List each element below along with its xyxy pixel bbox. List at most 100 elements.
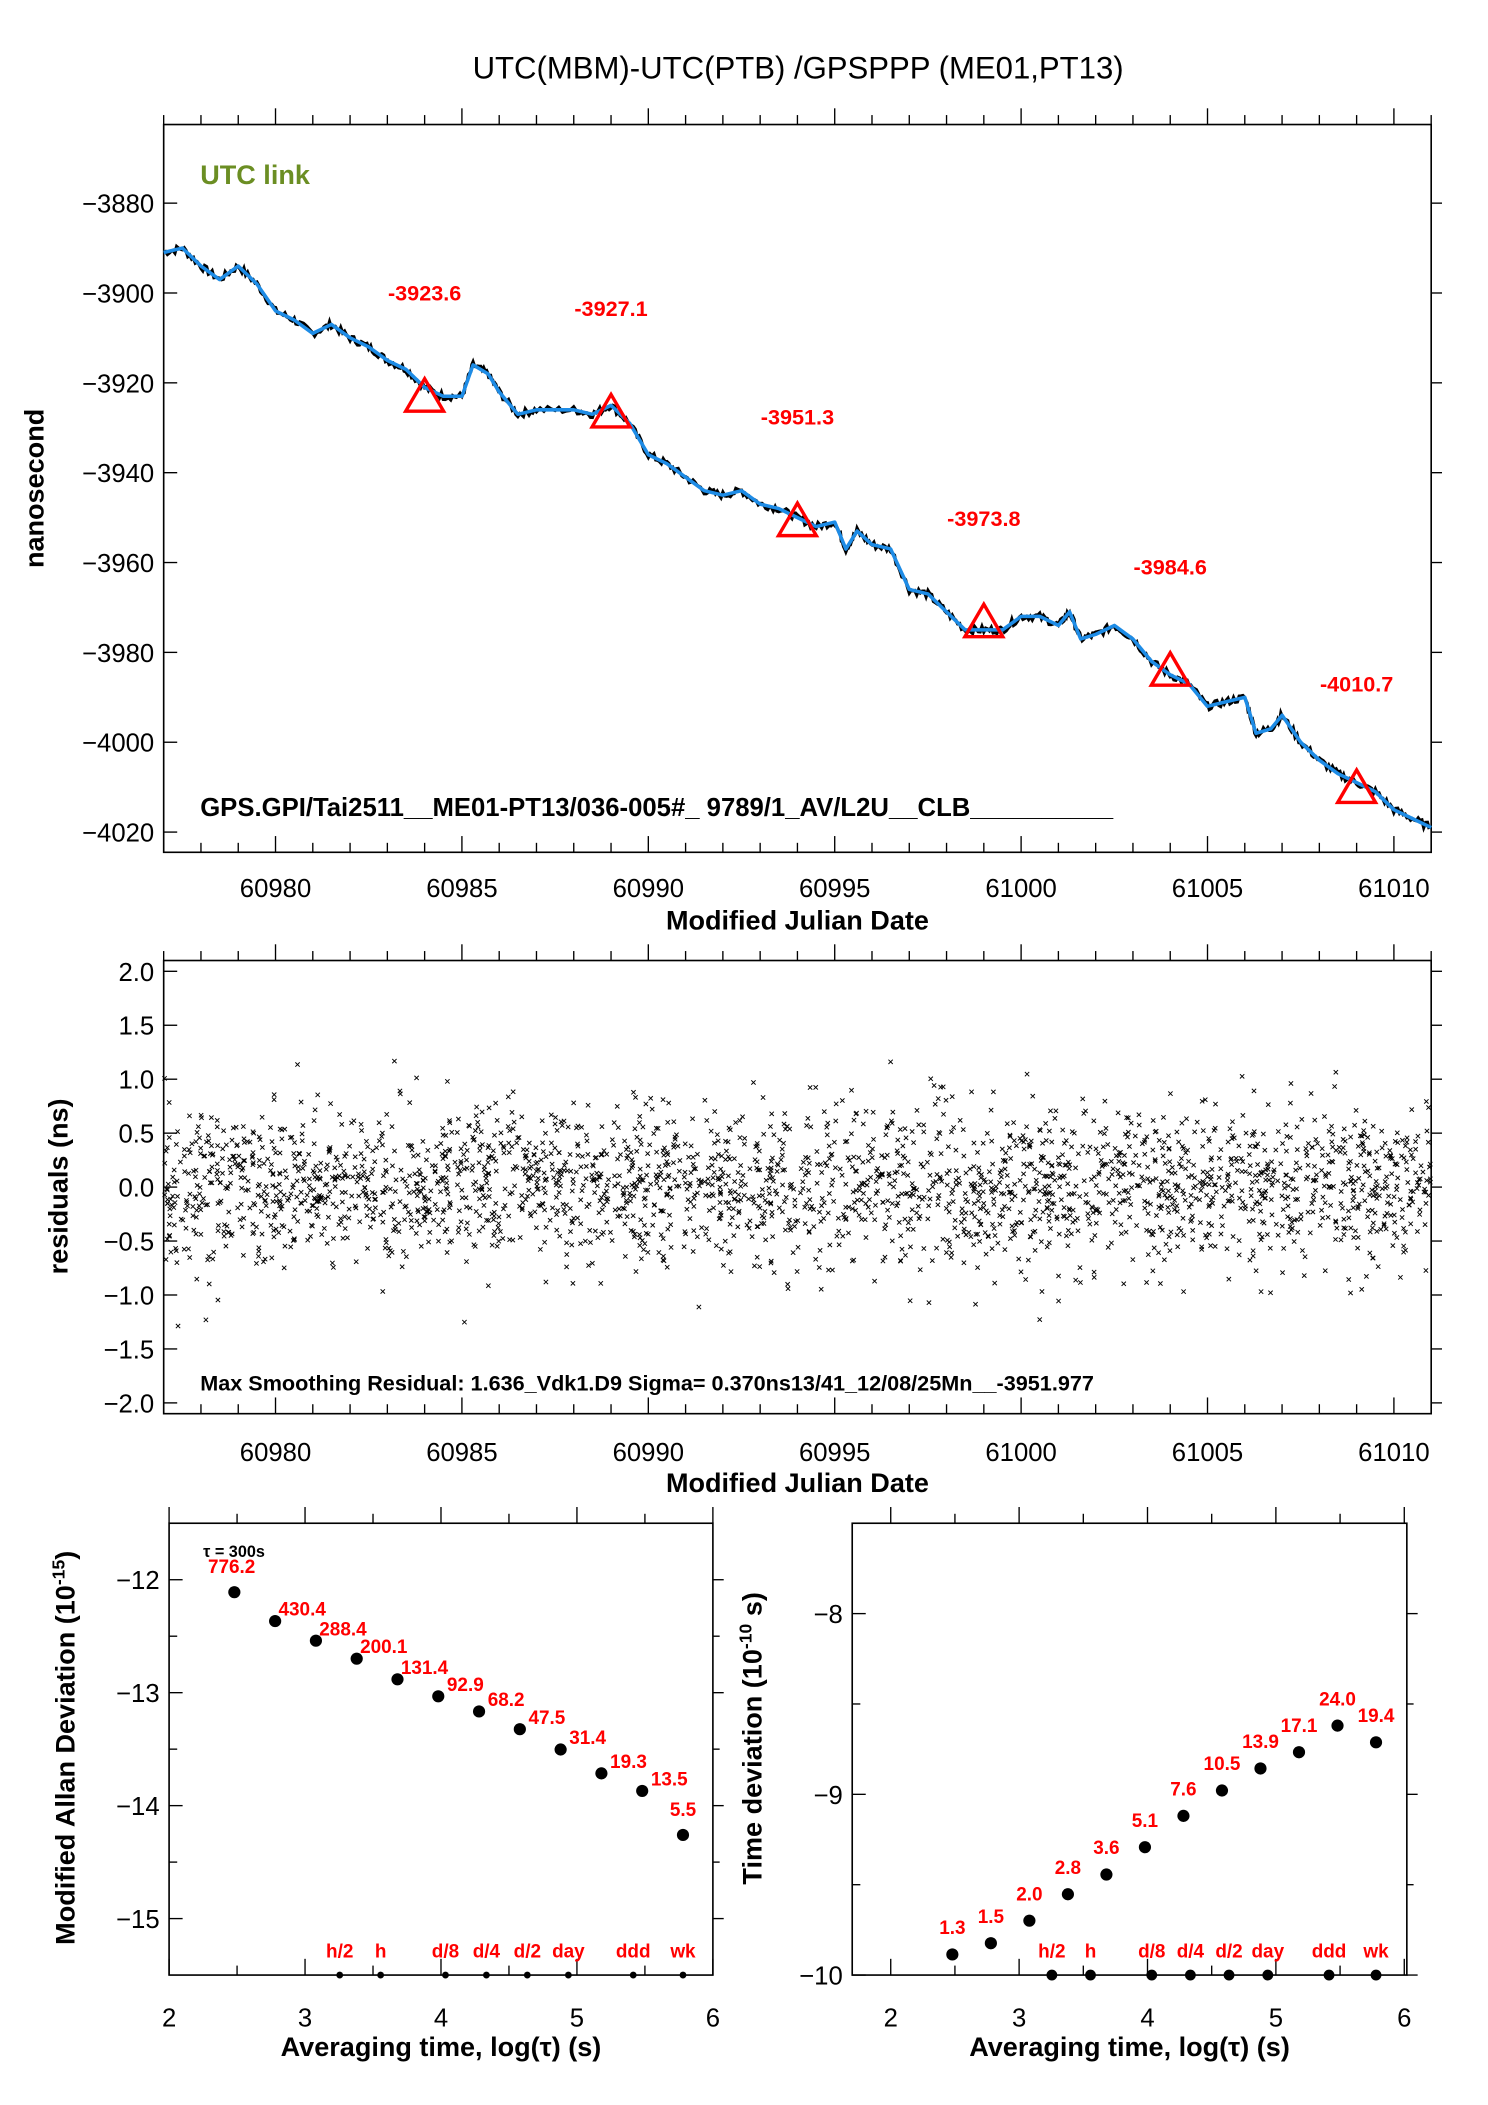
residual-point	[1122, 1197, 1128, 1203]
residual-point	[730, 1206, 736, 1212]
x-axis-title: Averaging time, log(τ) (s)	[969, 2032, 1290, 2062]
raw-data-line	[162, 243, 1431, 833]
residual-point	[537, 1246, 543, 1252]
residual-point	[742, 1182, 748, 1188]
residual-point	[554, 1212, 560, 1218]
residual-point	[661, 1177, 667, 1183]
residual-point	[1313, 1172, 1319, 1178]
residual-point	[755, 1224, 761, 1230]
residual-point	[1284, 1133, 1290, 1139]
residual-point	[569, 1242, 575, 1248]
residual-point	[1298, 1216, 1304, 1222]
residual-point	[699, 1225, 705, 1231]
residual-point	[846, 1230, 852, 1236]
x-tick-label: 2	[162, 2004, 176, 2032]
residual-point	[988, 1107, 994, 1113]
residual-point	[1085, 1200, 1091, 1206]
residual-point	[1391, 1230, 1397, 1236]
residual-point	[690, 1248, 696, 1254]
residual-point	[884, 1125, 890, 1131]
residual-point	[869, 1155, 875, 1161]
point-value-label: 7.6	[1170, 1780, 1196, 1801]
residual-point	[539, 1118, 545, 1124]
residual-point	[992, 1232, 998, 1238]
residual-point	[800, 1185, 806, 1191]
residual-point	[821, 1215, 827, 1221]
residual-point	[1180, 1145, 1186, 1151]
residual-point	[895, 1193, 901, 1199]
residual-point	[1367, 1173, 1373, 1179]
residual-point	[868, 1210, 874, 1216]
residual-point	[1225, 1171, 1231, 1177]
y-tick-label: −3960	[82, 550, 154, 578]
residual-point	[434, 1144, 440, 1150]
residual-point	[651, 1202, 657, 1208]
residual-point	[498, 1130, 504, 1136]
residual-point	[1125, 1189, 1131, 1195]
residual-point	[255, 1192, 261, 1198]
reference-dot	[523, 1971, 531, 1979]
residual-point	[1330, 1144, 1336, 1150]
residual-point	[466, 1122, 472, 1128]
residual-point	[203, 1317, 209, 1323]
triangle-marker	[1148, 649, 1193, 687]
residual-point	[174, 1178, 180, 1184]
residual-point	[1185, 1174, 1191, 1180]
residual-point	[975, 1231, 981, 1237]
residual-point	[162, 1192, 168, 1198]
residual-point	[370, 1148, 376, 1154]
residual-point	[1060, 1127, 1066, 1133]
residual-point	[1012, 1232, 1018, 1238]
residual-point	[859, 1216, 865, 1222]
reference-dot	[1184, 1969, 1196, 1981]
residual-point	[989, 1138, 995, 1144]
residual-point	[1355, 1245, 1361, 1251]
residual-point	[864, 1182, 870, 1188]
residual-point	[1365, 1208, 1371, 1214]
residual-point	[1352, 1178, 1358, 1184]
residual-point	[1367, 1192, 1373, 1198]
residual-point	[963, 1210, 969, 1216]
residual-point	[512, 1163, 518, 1169]
residual-point	[870, 1109, 876, 1115]
residual-point	[571, 1100, 577, 1106]
residual-point	[589, 1177, 595, 1183]
residual-point	[376, 1138, 382, 1144]
residual-point	[1388, 1201, 1394, 1207]
residual-point	[285, 1197, 291, 1203]
residual-point	[214, 1171, 220, 1177]
residual-point	[262, 1256, 268, 1262]
residual-point	[782, 1227, 788, 1233]
residual-point	[557, 1233, 563, 1239]
residual-point	[585, 1102, 591, 1108]
residual-point	[1286, 1229, 1292, 1235]
residual-point	[559, 1122, 565, 1128]
residual-point	[365, 1144, 371, 1150]
residual-point	[909, 1129, 915, 1135]
residual-point	[1247, 1143, 1253, 1149]
residual-point	[1351, 1187, 1357, 1193]
residual-point	[1113, 1153, 1119, 1159]
residual-point	[527, 1210, 533, 1216]
residual-point	[642, 1241, 648, 1247]
residual-point	[327, 1189, 333, 1195]
residual-point	[835, 1215, 841, 1221]
residual-point	[865, 1204, 871, 1210]
residual-point	[383, 1169, 389, 1175]
residual-point	[1359, 1286, 1365, 1292]
residual-point	[1261, 1220, 1267, 1226]
residual-point	[282, 1126, 288, 1132]
residual-point	[623, 1198, 629, 1204]
x-tick-label: 5	[1269, 2004, 1283, 2032]
residual-point	[736, 1192, 742, 1198]
residual-point	[464, 1204, 470, 1210]
residual-point	[1348, 1134, 1354, 1140]
residual-point	[712, 1156, 718, 1162]
residual-point	[1024, 1124, 1030, 1130]
residual-point	[803, 1200, 809, 1206]
residual-point	[404, 1183, 410, 1189]
residual-point	[654, 1180, 660, 1186]
residual-point	[746, 1225, 752, 1231]
residual-point	[638, 1217, 644, 1223]
residual-point	[259, 1114, 265, 1120]
